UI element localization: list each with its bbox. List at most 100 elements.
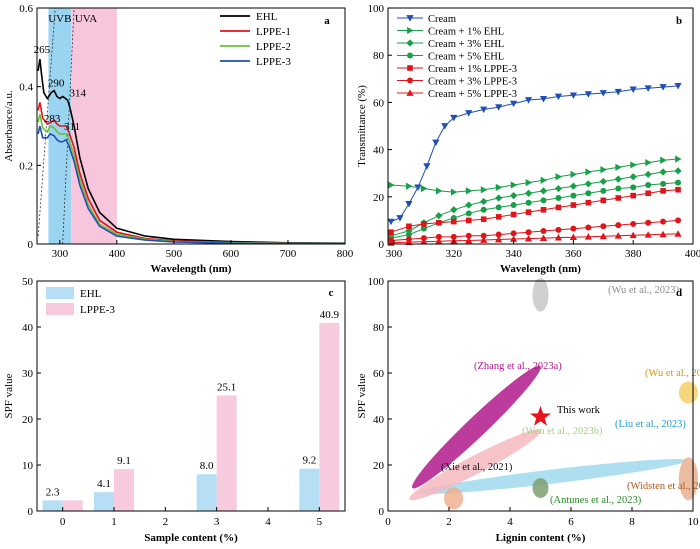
region-label-uva: UVA [75,13,97,25]
bar-ehl [42,500,63,511]
data-point-b5 [525,229,532,236]
data-point-b3 [510,202,517,209]
data-point-b5 [480,232,487,239]
y-tick-label-c: 0 [28,506,34,518]
y-tick-label-b: 40 [373,145,385,157]
bar-value-label: 40.9 [320,309,340,321]
reference-label: (Antunes et al., 2023) [550,495,642,506]
legend-marker-b2 [406,39,414,47]
bar-value-label: 9.1 [117,455,131,467]
x-tick-label-a: 700 [280,248,297,260]
data-point-b1 [450,188,458,196]
data-point-b4 [480,216,487,223]
bar-value-label: 25.1 [217,382,236,394]
reference-region [412,365,541,489]
x-tick-label-c: 3 [214,516,220,528]
x-axis-label-a: Wavelength (nm) [151,263,232,275]
data-point-b0 [450,114,458,122]
data-point-b2 [614,175,622,183]
data-point-b0 [441,123,449,130]
data-point-b1 [465,187,473,195]
series-line-b3 [390,182,679,239]
data-point-b4 [585,199,592,206]
data-point-b5 [540,228,547,235]
data-point-b1 [435,187,443,195]
data-point-b0 [539,95,548,103]
legend-label-lppe-3: LPPE-3 [80,304,115,316]
region-label-uvb: UVB [48,13,71,25]
data-point-b4 [465,217,472,224]
data-point-b4 [570,202,577,208]
y-tick-label-b: 60 [373,97,385,109]
x-tick-label-b: 340 [505,248,522,260]
x-tick-label-a: 800 [337,248,354,260]
panel-label-a: a [324,15,330,27]
x-tick-label-b: 320 [446,248,463,260]
bar-value-label: 8.0 [200,460,214,472]
data-point-b1 [585,168,592,176]
data-point-b1 [615,163,622,171]
y-tick-label-c: 40 [22,322,34,334]
data-point-b6 [674,230,682,237]
data-point-b0 [509,100,518,108]
legend-label-b6: Cream + 5% LPPE-3 [428,89,517,100]
y-tick-label-b: 0 [379,239,385,251]
x-tick-label-b: 300 [386,248,403,260]
data-point-b5 [660,218,667,225]
reference-region [409,429,541,501]
legend-label-b1: Cream + 1% EHL [428,27,504,38]
bar-lppe-3 [319,322,340,511]
data-point-b4 [600,197,607,204]
y-tick-label-a: 0.2 [19,160,33,172]
y-tick-label-c: 50 [22,276,34,288]
panel-label-b: b [676,15,682,27]
tangent-line-2 [62,7,75,245]
legend-swatch-ehl [46,287,74,299]
data-point-b4 [555,204,562,211]
data-point-b5 [465,232,472,239]
peak-label: 265 [34,44,51,56]
data-point-b2 [599,177,607,186]
data-point-b4 [450,218,457,225]
y-tick-label-b: 100 [368,3,385,15]
data-point-b1 [645,158,652,167]
data-point-b1 [630,161,637,169]
data-point-b4 [675,186,681,193]
x-axis-label-b: Wavelength (nm) [500,263,581,275]
data-point-b5 [600,223,607,230]
legend-swatch-lppe-3 [46,303,74,315]
data-point-b5 [615,222,622,229]
y-tick-label-a: 0 [28,239,34,251]
bar-ehl [196,474,217,511]
y-tick-label-d: 40 [373,414,385,426]
x-tick-label-d: 0 [385,516,391,528]
legend-marker-b5 [407,77,413,84]
data-point-b2 [524,189,533,197]
data-point-b6 [465,236,473,244]
data-point-b1 [555,173,563,181]
bar-value-label: 9.2 [302,455,316,467]
data-point-b2 [509,192,518,200]
legend-label-b5: Cream + 3% LPPE-3 [428,77,517,88]
data-point-b0 [387,218,395,226]
x-tick-label-d: 4 [507,516,513,528]
data-point-b4 [645,190,651,197]
data-point-b1 [600,166,607,174]
y-axis-label-b: Transmittance (%) [356,85,368,167]
legend-marker-b6 [406,89,414,96]
data-point-b1 [660,156,667,164]
data-point-b1 [495,183,503,191]
data-point-b1 [525,179,533,187]
data-point-b1 [480,186,488,194]
reference-label: (Liu et al., 2023) [615,419,686,430]
data-point-b4 [615,195,622,201]
data-point-b2 [450,206,458,214]
legend-label-lppe-3: LPPE-3 [256,56,291,68]
y-tick-label-c: 30 [22,368,34,380]
data-point-b6 [554,234,563,241]
data-point-b3 [420,225,427,232]
data-point-b3 [555,194,562,201]
legend-marker-b4 [407,65,413,71]
legend-marker-b0 [406,15,414,22]
y-tick-label-c: 10 [22,460,34,472]
